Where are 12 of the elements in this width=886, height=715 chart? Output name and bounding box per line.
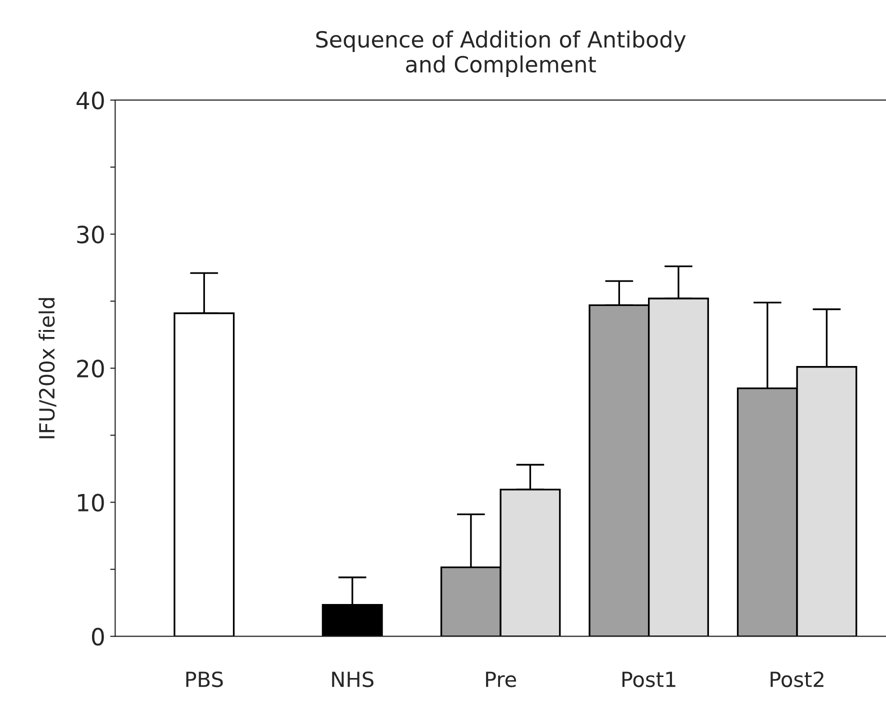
chart-title: Sequence of Addition of Antibody and Complement [316,30,686,77]
x-tick-label: NHS [332,671,374,688]
x-tick-label: PBS [186,671,223,688]
y-tick-label: 20 [77,360,104,378]
y-tick-label: 0 [92,628,104,646]
y-axis-title: IFU/200x field [38,298,56,438]
x-tick-label: Post1 [622,672,676,688]
y-tick-label: 10 [78,494,104,512]
x-tick-label: Pre [486,672,516,688]
y-tick-label: 30 [77,226,104,244]
x-tick-label: Post2 [770,671,824,688]
y-tick-label: 40 [76,92,104,110]
